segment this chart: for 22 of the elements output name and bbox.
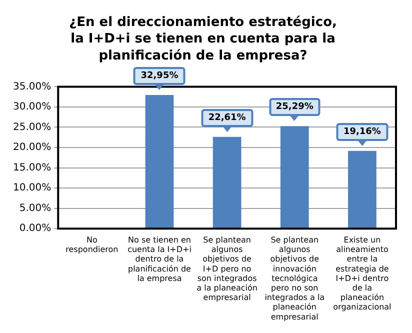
data-label: 32,95% bbox=[134, 67, 186, 85]
y-tick-label: 10.00% bbox=[12, 182, 52, 194]
y-tick-label: 30.00% bbox=[12, 102, 52, 113]
bar bbox=[280, 126, 309, 228]
bar bbox=[212, 136, 242, 228]
y-tick-label: 35.00% bbox=[12, 81, 52, 92]
x-tick-label: Existe un alineamiento entre la estrategia de I+D+i dentro de la planeación organizacional bbox=[333, 235, 392, 312]
data-label: 25,29% bbox=[268, 98, 320, 116]
x-tick-label: No se tienen en cuenta la I+D+i dentro de la planificación de la empresa bbox=[128, 235, 192, 283]
y-tick-label: 5.00% bbox=[19, 202, 52, 214]
y-tick-label: 20.00% bbox=[12, 142, 52, 154]
x-tick-label: Se plantean algunos objetivos de I+D pero no son integrados a la planeación empresarial bbox=[196, 235, 258, 302]
chart-title: ¿En el direccionamiento estratégico, la I+D+i se tienen en cuenta para la planificación de la empresa? bbox=[69, 14, 337, 64]
y-tick-label: 15.00% bbox=[12, 162, 52, 174]
category-label: Se plantean algunos objetivos de innovación tecnológica pero no son integrados a la planeación empresarial bbox=[264, 235, 325, 322]
data-label: 22,61% bbox=[201, 108, 253, 127]
data-label: 19,16% bbox=[336, 122, 388, 141]
y-tick-label: 0.00% bbox=[19, 223, 52, 234]
bar bbox=[348, 150, 376, 228]
bar bbox=[145, 95, 174, 228]
y-tick-label: 25.00% bbox=[12, 122, 52, 133]
x-tick-label: No respondieron bbox=[66, 235, 118, 254]
